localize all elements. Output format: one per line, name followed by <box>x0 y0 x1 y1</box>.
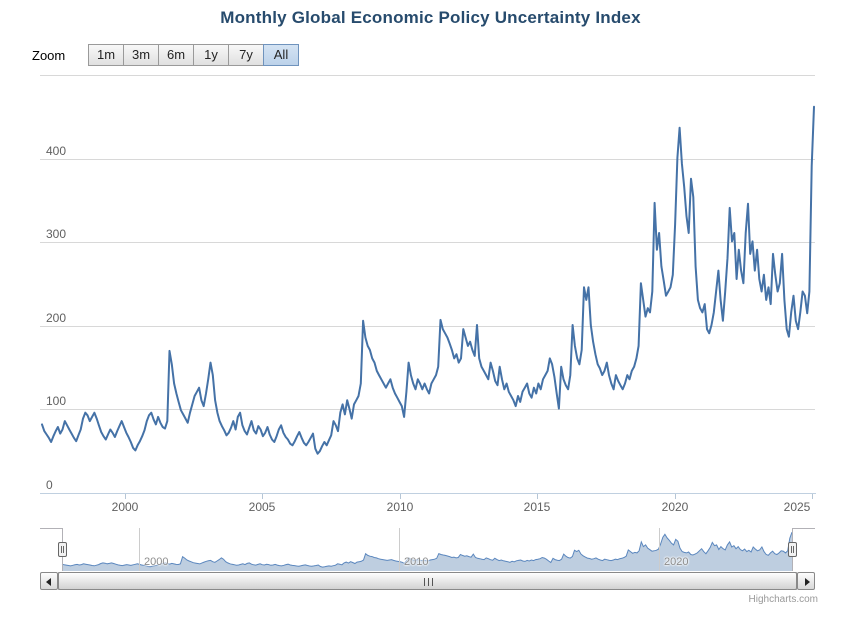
x-axis-label-2010: 2010 <box>386 500 414 514</box>
scrollbar-right-arrow-button[interactable] <box>797 572 815 590</box>
x-axis-label-2005: 2005 <box>248 500 276 514</box>
navigator-gridline-2010 <box>399 528 400 571</box>
navigator-outline-left <box>40 528 62 529</box>
zoom-label: Zoom <box>32 48 66 63</box>
x-axis-label-2025: 2025 <box>783 500 811 514</box>
x-tick-2010 <box>400 494 401 499</box>
navigator-gridline-2020 <box>659 528 660 571</box>
navigator-label-2010: 2010 <box>404 556 429 568</box>
range-button-all[interactable]: All <box>263 44 299 66</box>
plot-area[interactable] <box>40 75 815 493</box>
highcharts-credits-link[interactable]: Highcharts.com <box>748 594 818 605</box>
x-tick-2015 <box>537 494 538 499</box>
chart-title: Monthly Global Economic Policy Uncertain… <box>220 8 641 27</box>
range-button-1m[interactable]: 1m <box>88 44 124 66</box>
right-arrow-icon <box>805 578 810 586</box>
x-axis-label-2000: 2000 <box>111 500 139 514</box>
range-button-6m[interactable]: 6m <box>158 44 194 66</box>
y-axis-label-0: 0 <box>46 478 53 492</box>
left-arrow-icon <box>46 578 51 586</box>
range-button-1y[interactable]: 1y <box>193 44 229 66</box>
navigator-right-handle[interactable] <box>788 542 797 557</box>
scrollbar-grip-icon <box>423 578 434 586</box>
x-tick-2025 <box>812 494 813 499</box>
navigator-label-2020: 2020 <box>664 556 689 568</box>
range-button-3m[interactable]: 3m <box>123 44 159 66</box>
navigator-label-2000: 2000 <box>144 556 169 568</box>
gridline-500 <box>40 75 815 76</box>
navigator-left-handle[interactable] <box>58 542 67 557</box>
x-tick-2000 <box>125 494 126 499</box>
x-axis-label-2020: 2020 <box>661 500 689 514</box>
x-tick-2020 <box>675 494 676 499</box>
range-button-7y[interactable]: 7y <box>228 44 264 66</box>
navigator-outline-right <box>792 528 815 529</box>
range-selector: 1m 3m 6m 1y 7y All <box>88 44 299 66</box>
x-tick-2005 <box>262 494 263 499</box>
x-axis-label-2015: 2015 <box>523 500 551 514</box>
navigator-gridline-2000 <box>139 528 140 571</box>
scrollbar-left-arrow-button[interactable] <box>40 572 58 590</box>
scrollbar-thumb[interactable] <box>58 572 797 590</box>
x-axis-line <box>40 493 816 494</box>
